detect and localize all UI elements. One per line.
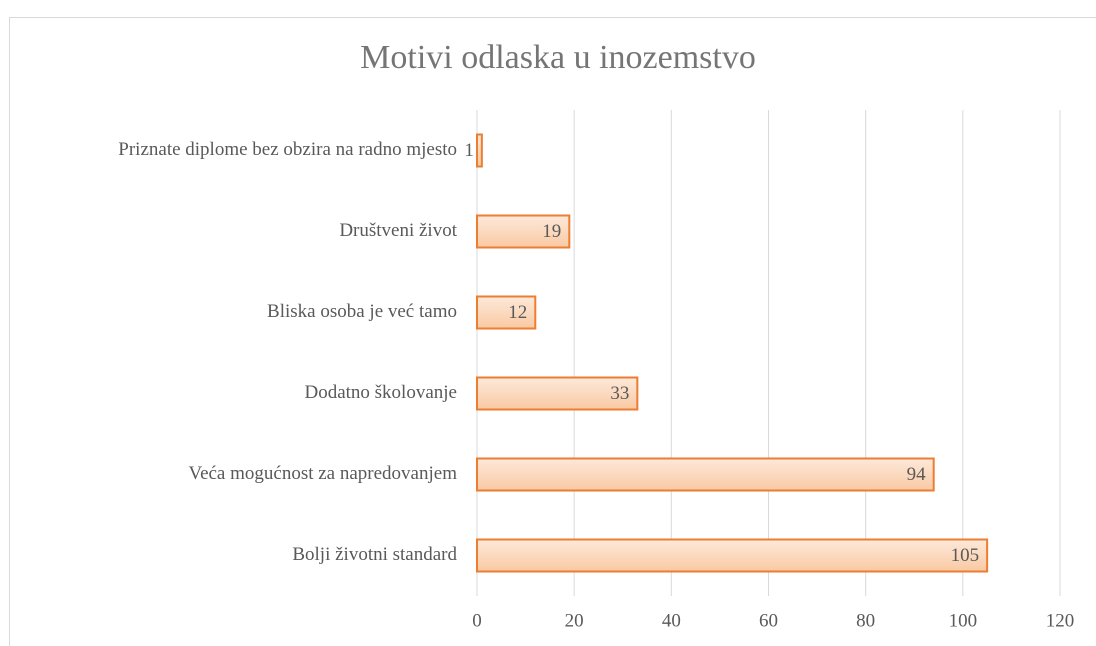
y-tick-label: Bliska osoba je već tamo [267,301,457,322]
bar [476,538,989,573]
y-tick-label: Veća mogućnost za napredovanjem [188,463,457,484]
y-tick-label: Dodatno školovanje [304,382,457,403]
x-tick-label: 100 [949,610,978,631]
y-tick-label: Društveni život [339,220,457,241]
x-tick-label: 40 [662,610,681,631]
bar [476,295,537,330]
bar [476,376,639,411]
x-tick-label: 20 [565,610,584,631]
bar [476,214,571,249]
y-tick-label: Priznate diplome bez obzira na radno mje… [118,139,457,160]
bar [476,457,935,492]
x-tick-label: 60 [759,610,778,631]
data-label: 105 [951,545,980,566]
data-label: 33 [610,383,629,404]
data-label: 12 [508,302,527,323]
x-tick-label: 120 [1046,610,1075,631]
bar [476,133,483,168]
x-tick-label: 0 [472,610,482,631]
x-tick-label: 80 [856,610,875,631]
chart-title: Motivi odlaska u inozemstvo [360,39,756,76]
y-tick-label: Bolji životni standard [292,544,457,565]
data-label: 94 [907,464,927,485]
data-label: 1 [464,140,474,161]
chart-frame [9,17,1096,646]
data-label: 19 [542,221,561,242]
